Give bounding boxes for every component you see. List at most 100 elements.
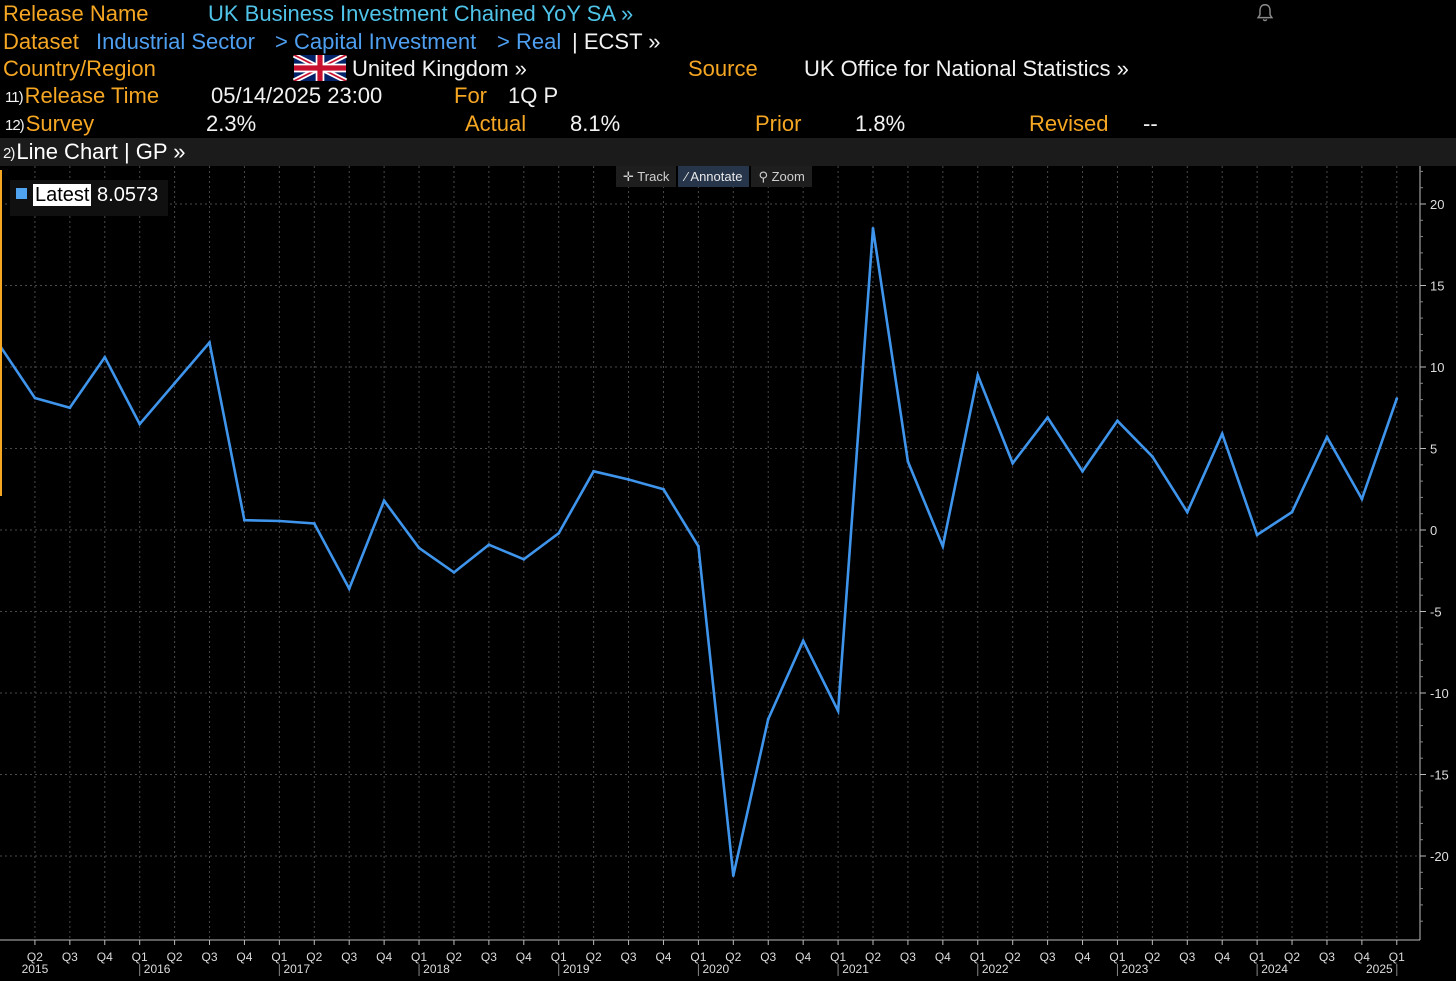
series-point [871, 227, 875, 230]
revised-label: Revised [1029, 111, 1109, 136]
x-year-label: 2020 [703, 962, 730, 976]
x-tick-label: Q1 [830, 950, 846, 964]
x-year-label: 2024 [1261, 962, 1288, 976]
uk-flag-icon [292, 55, 348, 81]
series-point [138, 422, 142, 426]
x-year-label: 2016 [144, 962, 171, 976]
y-tick-label: 20 [1430, 197, 1444, 212]
country-link[interactable]: United Kingdom » [352, 56, 527, 81]
series-point [1325, 435, 1329, 439]
series-point [243, 518, 246, 522]
release-time-label: Release Time [24, 83, 160, 108]
x-tick-label: Q4 [795, 950, 811, 964]
series-point [1395, 397, 1399, 401]
x-year-label: 2025 [1366, 962, 1393, 976]
legend-label: Latest [33, 184, 92, 206]
series-point [1220, 432, 1224, 436]
chart-series [0, 227, 1399, 877]
x-year-label: 2023 [1122, 962, 1149, 976]
series-point [557, 531, 561, 535]
x-tick-label: Q2 [865, 950, 881, 964]
dataset-path-industrial[interactable]: Industrial Sector [96, 29, 255, 54]
series-point [417, 546, 421, 550]
dataset-sep-2: > [497, 29, 510, 54]
x-tick-label: Q3 [341, 950, 357, 964]
x-year-label: 2019 [563, 962, 590, 976]
x-tick-label: Q3 [1319, 950, 1335, 964]
prior-label: Prior [755, 111, 802, 136]
release-time-value: 05/14/2025 23:00 [211, 83, 383, 108]
y-axis-ticks: 20 15 10 5 0 -5 -10 -15 -20 [1420, 170, 1449, 922]
legend-swatch [16, 188, 27, 199]
series-point [697, 544, 700, 548]
x-tick-label: Q2 [1284, 950, 1300, 964]
for-label: For [454, 83, 487, 108]
chart-legend[interactable]: Latest 8.0573 [10, 180, 169, 216]
x-year-label: 2022 [982, 962, 1009, 976]
dataset-sep-1: > [275, 29, 288, 54]
y-tick-label: -5 [1430, 605, 1442, 620]
country-label: Country/Region [3, 56, 156, 81]
series-point [487, 543, 491, 547]
x-tick-label: Q1 [1389, 950, 1405, 964]
series-point [1116, 419, 1119, 423]
y-tick-label: 15 [1430, 279, 1444, 294]
bell-icon[interactable] [1254, 2, 1276, 24]
chart-subheader[interactable]: 2)Line Chart | GP » [0, 138, 1456, 166]
for-value: 1Q P [508, 83, 559, 108]
focus-indicator [0, 170, 2, 496]
series-point [662, 487, 665, 491]
chart-grid [0, 166, 1420, 940]
x-tick-label: Q1 [690, 950, 706, 964]
x-tick-label: Q1 [551, 950, 567, 964]
release-time-action[interactable]: 11)Release Time [5, 82, 159, 113]
x-axis-ticks: Q2 Q3 Q4 Q1 Q2 Q3 Q4 Q1 Q2 Q3 Q4 Q1 Q2 Q3 Q4 Q1 Q2 Q3 Q4 Q1… [22, 940, 1405, 976]
survey-value: 2.3% [206, 111, 257, 136]
x-tick-label: Q2 [725, 950, 741, 964]
x-tick-label: Q4 [1075, 950, 1091, 964]
x-tick-label: Q2 [27, 950, 43, 964]
track-tool-button[interactable]: ✛ Track [616, 166, 677, 187]
series-point [173, 381, 177, 385]
pencil-icon: ∕ [685, 169, 688, 184]
x-tick-label: Q4 [376, 950, 392, 964]
x-year-label: 2015 [22, 962, 49, 976]
x-tick-label: Q4 [1214, 950, 1230, 964]
release-name-link[interactable]: UK Business Investment Chained YoY SA » [208, 1, 634, 26]
actual-label: Actual [465, 111, 527, 136]
chart-subheader-text: 2)Line Chart | GP » [3, 138, 186, 169]
actual-value: 8.1% [570, 111, 621, 136]
series-point [208, 341, 211, 344]
x-tick-label: Q1 [1249, 950, 1265, 964]
series-point [1081, 469, 1084, 473]
y-tick-label: 0 [1430, 523, 1437, 538]
x-tick-label: Q3 [621, 950, 637, 964]
dataset-path-capital[interactable]: Capital Investment [294, 29, 477, 54]
series-point [103, 355, 107, 359]
series-point [592, 469, 596, 473]
x-tick-label: Q4 [236, 950, 252, 964]
series-point [68, 406, 72, 410]
x-tick-label: Q3 [900, 950, 916, 964]
series-point [766, 717, 770, 721]
y-tick-label: -20 [1430, 849, 1449, 864]
x-tick-label: Q2 [167, 950, 183, 964]
series-point [1290, 510, 1294, 514]
chart-area[interactable]: 20 15 10 5 0 -5 -10 -15 -20 Q2 Q3 Q4 Q1 Q2 Q3 Q4 Q1 Q2 Q3… [0, 166, 1456, 976]
dataset-label: Dataset [3, 29, 79, 54]
series-point [627, 478, 630, 481]
source-link[interactable]: UK Office for National Statistics » [804, 56, 1129, 81]
series-point [1011, 461, 1015, 465]
x-tick-label: Q4 [655, 950, 671, 964]
dataset-ecst-link[interactable]: | ECST » [572, 29, 661, 54]
x-tick-label: Q4 [516, 950, 532, 964]
survey-action[interactable]: 12)Survey [5, 110, 94, 141]
zoom-tool-button[interactable]: ⚲ Zoom [751, 166, 812, 187]
dataset-path-real[interactable]: Real [516, 29, 562, 54]
annotate-tool-button[interactable]: ∕ Annotate [678, 166, 750, 187]
source-label: Source [688, 56, 758, 81]
y-tick-label: -15 [1430, 768, 1449, 783]
crosshair-icon: ✛ [623, 169, 634, 184]
series-point [976, 373, 980, 377]
